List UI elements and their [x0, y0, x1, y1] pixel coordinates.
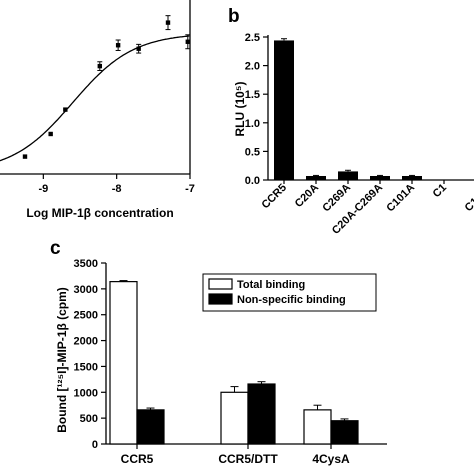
panel-c-bar-ccr5-dtt-total	[220, 391, 249, 445]
panel-b-x-tick-label: C1	[463, 196, 474, 214]
panel-a-data-point	[115, 43, 121, 48]
panel-b-bar-c269a	[338, 171, 358, 180]
panel-b-bars	[274, 38, 422, 180]
panel-b-x-tick-label: C1	[431, 182, 449, 200]
panel-c-y-tick-label: 0	[92, 439, 98, 451]
panel-c-y-tick-label: 1000	[74, 387, 98, 399]
panel-c-y-tick-labels: 0 500 1000 1500 2000 2500 3000 3500	[74, 258, 98, 451]
panel-b-bar-c101a	[402, 175, 422, 180]
panel-b-x-tick-label: C20A	[293, 182, 321, 210]
panel-a-dose-response: -9 -8 -7 Log MIP-1β concentration	[0, 0, 195, 220]
panel-a-data-point	[22, 154, 28, 159]
panel-c-bar-4cysa-total	[303, 409, 332, 445]
panel-a-x-tick-label: -7	[185, 183, 195, 195]
panel-c-y-tick-label: 3500	[74, 258, 98, 270]
panel-c-bar-ccr5-total	[109, 281, 138, 445]
panel-c-label: c	[50, 238, 61, 259]
panel-a-x-axis-label: Log MIP-1β concentration	[26, 206, 173, 220]
panel-a-data-points	[22, 15, 191, 159]
panel-a-data-point	[185, 39, 190, 44]
panel-b-bar-c20a-c269a	[370, 175, 390, 180]
legend-swatch-total	[208, 278, 233, 290]
panel-a-data-point	[97, 63, 102, 69]
panel-c-bar-4cysa-nonspecific	[330, 420, 359, 445]
panel-b-y-tick-label: 1.5	[245, 89, 260, 101]
panel-c-y-axis-label: Bound [¹²⁵I]-MIP-1β (cpm)	[55, 287, 69, 433]
panel-a-x-tick-label: -9	[38, 183, 48, 195]
panel-b-y-tick-label: 2.5	[245, 32, 260, 44]
panel-b-y-tick-label: 1.0	[245, 118, 260, 130]
panel-a-fit-curve	[0, 35, 190, 162]
panel-a-x-tick-labels: -9 -8 -7	[38, 183, 194, 195]
panel-c-y-tick-label: 1500	[74, 361, 98, 373]
legend-label-total: Total binding	[237, 279, 305, 291]
panel-a-fit-line	[0, 35, 190, 162]
panel-b-x-tick-label: CCR5	[259, 182, 289, 212]
panel-b-y-tick-label: 0.5	[245, 146, 260, 158]
panel-c-bar-ccr5-dtt-nonspecific	[247, 383, 276, 445]
panel-b-y-tick-label: 0.0	[245, 175, 260, 187]
legend-swatch-nonspecific	[208, 293, 233, 305]
panel-c-y-tick-label: 2500	[74, 310, 98, 322]
panel-a-axes	[0, 0, 191, 179]
panel-c-y-tick-label: 2000	[74, 336, 98, 348]
panel-c-legend: Total binding Non-specific binding	[202, 273, 377, 312]
panel-b-axes	[263, 35, 474, 184]
panel-a-data-point	[165, 20, 171, 25]
panel-b-y-tick-label: 2.0	[245, 61, 260, 73]
panel-c-x-tick-label: 4CysA	[312, 452, 350, 466]
panel-b-bar-ccr5	[274, 40, 294, 180]
panel-c-y-tick-label: 500	[80, 413, 98, 425]
panel-c-bar-ccr5-nonspecific	[136, 409, 165, 445]
panel-c-x-tick-labels: CCR5 CCR5/DTT 4CysA	[121, 452, 350, 466]
panel-b-y-tick-labels: 0.0 0.5 1.0 1.5 2.0 2.5	[245, 32, 260, 187]
panel-b-x-tick-label: C101A	[384, 182, 417, 215]
panel-c-bars	[109, 280, 359, 445]
panel-c-x-tick-label: CCR5	[121, 452, 154, 466]
panel-b-bar-c20a	[306, 175, 326, 180]
legend-label-nonspecific: Non-specific binding	[237, 294, 346, 306]
panel-b-y-axis-label: RLU (10⁵)	[233, 82, 247, 137]
panel-c-y-tick-label: 3000	[74, 284, 98, 296]
panel-a-data-point	[136, 46, 141, 51]
panel-a-x-tick-label: -8	[112, 183, 122, 195]
panel-a-data-point	[48, 131, 53, 137]
panel-a-data-point	[63, 107, 68, 112]
panel-c-x-tick-label: CCR5/DTT	[218, 452, 278, 466]
panel-c-bar-chart: c 0 500 1000 1500 2000 2500 3000 3500 CCR5 CCR5/…	[50, 238, 387, 466]
panel-b-bar-chart: b 0.00.51.01.52.02.5 CCR5 C20A C269AC20A-C…	[228, 6, 474, 237]
panel-b-label: b	[228, 6, 240, 27]
